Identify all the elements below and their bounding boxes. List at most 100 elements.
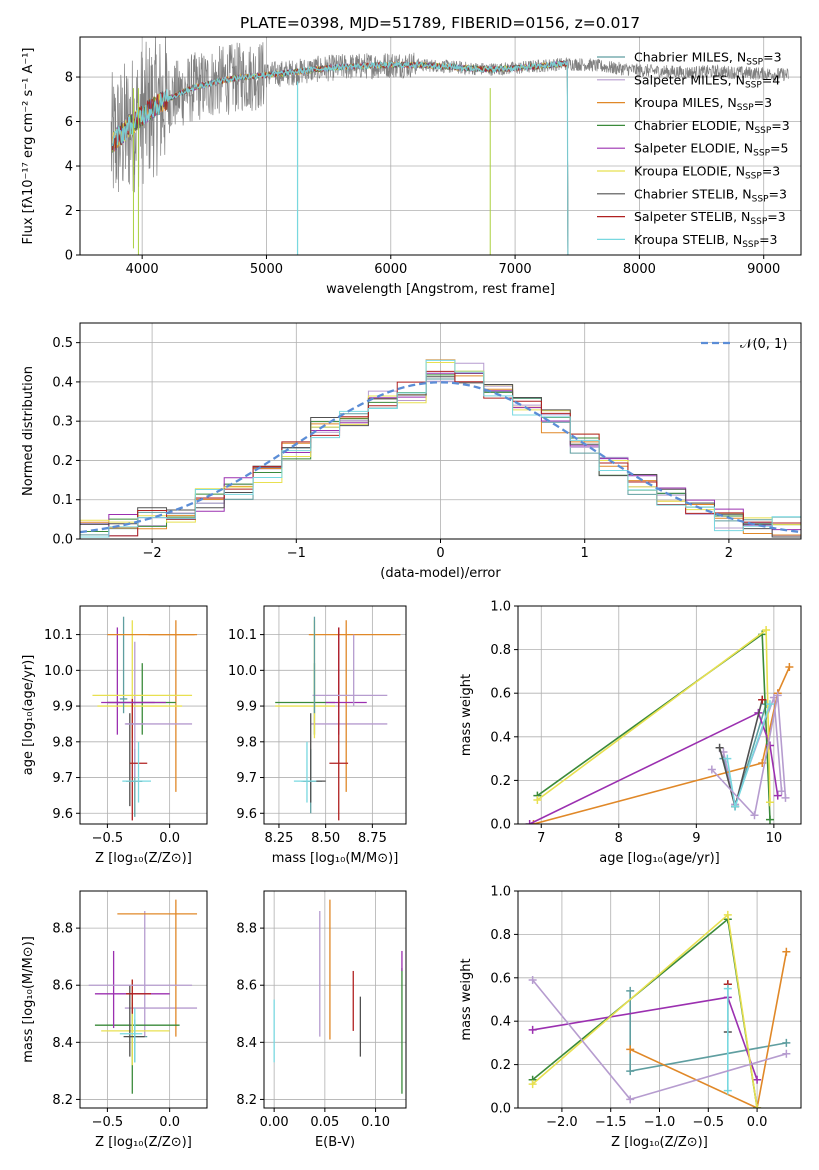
x-tick-label: 8.75 — [358, 831, 387, 846]
weight-point-marker — [782, 947, 791, 956]
y-tick-label: 0.3 — [52, 415, 73, 430]
y-tick-label: 0.4 — [52, 375, 73, 390]
x-tick-label: 8000 — [623, 262, 656, 277]
x-tick-label: 6000 — [374, 262, 407, 277]
weight-point-marker — [782, 1049, 791, 1058]
y-tick-label: 10.1 — [228, 628, 257, 643]
y-tick-label: 6 — [65, 115, 73, 130]
model-spectrum-line — [111, 60, 569, 255]
y-tick-label: 8.4 — [236, 1036, 257, 1051]
weight-point-marker — [528, 975, 537, 984]
weight-series-line — [532, 996, 758, 1081]
y-tick-label: 8 — [65, 71, 73, 86]
y-tick-label: 0.2 — [490, 774, 511, 789]
x-tick-label: 0.0 — [159, 1115, 180, 1130]
x-tick-label: 8.25 — [264, 831, 293, 846]
x-tick-label: 0.10 — [361, 1115, 390, 1130]
weight-point-marker — [528, 1025, 537, 1034]
y-tick-label: 8.8 — [236, 922, 257, 937]
figure-title: PLATE=0398, MJD=51789, FIBERID=0156, z=0… — [240, 14, 640, 32]
y-tick-label: 0.2 — [490, 1058, 511, 1073]
y-tick-label: 9.7 — [52, 771, 73, 786]
legend-subscript: SSP — [742, 240, 759, 250]
legend-label: Salpeter MILES, NSSP=4 — [634, 72, 780, 90]
x-axis-label: E(B-V) — [315, 1135, 355, 1150]
y-tick-label: 0.6 — [490, 971, 511, 986]
x-tick-label: −0.5 — [92, 1115, 124, 1130]
y-tick-label: 9.7 — [236, 771, 257, 786]
legend-label: Kroupa STELIB, NSSP=3 — [634, 232, 778, 250]
weight-point-marker — [781, 793, 790, 802]
weight-point-marker — [723, 984, 732, 993]
y-tick-label: 10.1 — [44, 628, 73, 643]
y-tick-label: 9.8 — [236, 735, 257, 750]
x-tick-label: −0.5 — [693, 1115, 725, 1130]
x-tick-label: −1.0 — [644, 1115, 676, 1130]
legend-subscript: SSP — [753, 149, 770, 159]
y-tick-label: 9.6 — [52, 807, 73, 822]
y-axis-label: Flux [fλ10⁻¹⁷ erg cm⁻² s⁻¹ A⁻¹] — [21, 48, 36, 245]
legend-nssp: =3 — [769, 186, 787, 201]
normal-reference-curve — [80, 381, 801, 534]
x-tick-label: 1 — [581, 546, 589, 561]
axes-frame — [263, 605, 407, 825]
x-tick-label: 0.05 — [310, 1115, 339, 1130]
y-axis-label: mass weight — [459, 674, 474, 756]
legend-nssp: =5 — [770, 141, 788, 156]
y-tick-label: 8.6 — [52, 979, 73, 994]
weight-point-marker — [528, 1080, 537, 1089]
y-tick-label: 0.0 — [490, 1102, 511, 1117]
y-tick-label: 8.4 — [52, 1036, 73, 1051]
y-tick-label: 0.4 — [490, 1015, 511, 1030]
weight-point-marker — [782, 1038, 791, 1047]
weight-point-marker — [723, 910, 732, 919]
y-tick-label: 2 — [65, 204, 73, 219]
y-tick-label: 10.0 — [44, 664, 73, 679]
legend-label: Kroupa MILES, NSSP=3 — [634, 95, 772, 113]
y-axis-label: mass weight — [459, 958, 474, 1040]
y-tick-label: 0.8 — [490, 643, 511, 658]
weight-point-marker — [626, 986, 635, 995]
y-tick-label: 0.6 — [490, 687, 511, 702]
plot-area — [80, 359, 801, 539]
y-tick-label: 0 — [65, 249, 73, 264]
x-tick-label: 0 — [436, 546, 444, 561]
y-tick-label: 10.0 — [228, 664, 257, 679]
legend-label: Salpeter ELODIE, NSSP=5 — [634, 141, 788, 159]
x-tick-label: 4000 — [126, 262, 159, 277]
model-spectrum-line — [111, 60, 569, 255]
weight-point-marker — [626, 1067, 635, 1076]
x-tick-label: 9000 — [747, 262, 780, 277]
legend-model-name: Salpeter ELODIE, N — [634, 141, 753, 156]
weight-point-marker — [723, 754, 732, 763]
legend-label: Chabrier STELIB, NSSP=3 — [634, 186, 787, 204]
legend-subscript: SSP — [754, 126, 771, 136]
legend-subscript: SSP — [746, 58, 763, 68]
plot-area — [88, 899, 198, 1094]
legend-model-name: Kroupa ELODIE, N — [634, 164, 745, 179]
weight-point-marker — [525, 820, 534, 824]
y-tick-label: 0.5 — [52, 336, 73, 351]
axes-frame — [79, 36, 802, 256]
legend-model-name: Chabrier ELODIE, N — [634, 118, 754, 133]
legend-subscript: SSP — [745, 80, 762, 90]
x-tick-label: 0.00 — [260, 1115, 289, 1130]
panel-mass-vs-ebv: 0.00 0.05 0.10 8.2 8.4 8.6 8.8 E(B-V) — [236, 890, 407, 1150]
panel-residual-distribution: 𝒩(0, 1) −2 −1 0 1 2 0.0 0.1 0.2 0.3 0.4 0.5 (data-mo… — [21, 322, 802, 581]
legend-nssp: =3 — [763, 50, 781, 65]
y-tick-label: 9.6 — [236, 807, 257, 822]
weight-point-marker — [758, 695, 767, 704]
legend-label: Kroupa ELODIE, NSSP=3 — [634, 164, 780, 182]
x-tick-label: −2.0 — [546, 1115, 578, 1130]
y-tick-label: 8.8 — [52, 922, 73, 937]
weight-point-marker — [626, 1095, 635, 1104]
y-axis-label: mass [log₁₀(M/M⊙)] — [21, 936, 36, 1063]
legend-model-name: Kroupa MILES, N — [634, 95, 737, 110]
legend-model-name: Kroupa STELIB, N — [634, 232, 742, 247]
panel-mass-vs-z: −0.5 0.0 8.2 8.4 8.6 8.8 Z [log₁₀(Z/Z⊙)] mass [… — [21, 890, 208, 1150]
x-tick-label: 7000 — [499, 262, 532, 277]
weight-point-marker — [723, 1086, 732, 1095]
